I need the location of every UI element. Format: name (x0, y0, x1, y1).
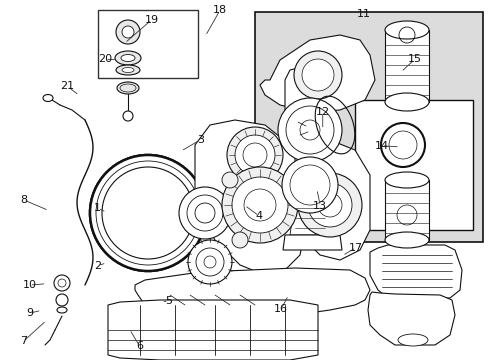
Circle shape (226, 127, 283, 183)
Text: 1: 1 (94, 203, 101, 213)
Ellipse shape (116, 65, 140, 75)
Text: 10: 10 (22, 280, 36, 290)
Circle shape (307, 183, 351, 227)
Text: 8: 8 (20, 195, 27, 205)
Circle shape (388, 131, 416, 159)
Polygon shape (135, 268, 369, 318)
Circle shape (293, 51, 341, 99)
Polygon shape (260, 35, 374, 112)
Text: 11: 11 (357, 9, 370, 19)
Ellipse shape (117, 82, 139, 94)
Ellipse shape (57, 307, 67, 313)
Circle shape (231, 177, 287, 233)
Circle shape (302, 59, 333, 91)
Polygon shape (108, 300, 317, 360)
Text: 12: 12 (315, 107, 329, 117)
Text: 9: 9 (26, 308, 33, 318)
Circle shape (102, 167, 194, 259)
Text: 15: 15 (407, 54, 421, 64)
Text: 5: 5 (165, 296, 172, 306)
Ellipse shape (384, 232, 428, 248)
Circle shape (235, 135, 274, 175)
Text: 20: 20 (98, 54, 112, 64)
Polygon shape (285, 68, 314, 170)
Polygon shape (294, 140, 369, 260)
Circle shape (116, 20, 140, 44)
Circle shape (278, 98, 341, 162)
Circle shape (231, 232, 247, 248)
Ellipse shape (384, 172, 428, 188)
Circle shape (90, 155, 205, 271)
Circle shape (380, 123, 424, 167)
Circle shape (54, 275, 70, 291)
Ellipse shape (122, 68, 134, 72)
Bar (98, 10, 198, 78)
Polygon shape (289, 200, 329, 235)
Ellipse shape (121, 54, 135, 62)
Text: 21: 21 (61, 81, 74, 91)
Text: 3: 3 (197, 135, 203, 145)
Bar (354, 100, 472, 230)
Ellipse shape (384, 21, 428, 39)
Ellipse shape (115, 51, 141, 65)
Text: 14: 14 (374, 141, 387, 151)
Circle shape (90, 155, 205, 271)
Polygon shape (283, 235, 341, 250)
Bar (384, 180, 428, 240)
Bar (254, 12, 482, 242)
Ellipse shape (384, 93, 428, 111)
Circle shape (186, 195, 223, 231)
Circle shape (282, 157, 337, 213)
Bar (384, 30, 428, 102)
Circle shape (297, 173, 361, 237)
Text: 19: 19 (144, 15, 158, 25)
Text: 2: 2 (94, 261, 101, 271)
Text: 17: 17 (348, 243, 362, 253)
Polygon shape (369, 245, 461, 298)
Circle shape (179, 187, 230, 239)
Circle shape (222, 172, 238, 188)
Text: 16: 16 (274, 304, 287, 314)
Text: 4: 4 (255, 211, 262, 221)
Circle shape (187, 240, 231, 284)
Polygon shape (195, 120, 305, 275)
Text: 6: 6 (136, 341, 142, 351)
Circle shape (222, 167, 297, 243)
Ellipse shape (43, 94, 53, 102)
Circle shape (123, 111, 133, 121)
Circle shape (56, 294, 68, 306)
Text: 7: 7 (20, 336, 27, 346)
Ellipse shape (397, 334, 427, 346)
Text: 13: 13 (313, 201, 326, 211)
Text: 18: 18 (213, 5, 226, 15)
Polygon shape (367, 292, 454, 345)
Circle shape (122, 26, 134, 38)
